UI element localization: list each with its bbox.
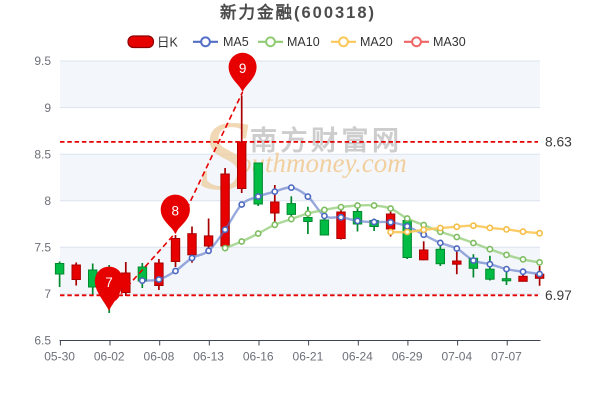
- svg-text:7.5: 7.5: [34, 241, 51, 255]
- svg-text:06-21: 06-21: [293, 350, 324, 364]
- svg-text:06-13: 06-13: [193, 350, 224, 364]
- svg-text:9.5: 9.5: [34, 54, 51, 68]
- svg-text:06-16: 06-16: [243, 350, 274, 364]
- svg-text:MA20: MA20: [360, 35, 393, 49]
- svg-text:07-07: 07-07: [491, 350, 522, 364]
- svg-text:9: 9: [239, 61, 247, 76]
- svg-text:新力金融(600318): 新力金融(600318): [220, 2, 376, 22]
- svg-text:MA30: MA30: [433, 35, 466, 49]
- svg-text:07-04: 07-04: [441, 350, 472, 364]
- svg-text:6.5: 6.5: [34, 334, 51, 348]
- svg-text:06-02: 06-02: [94, 350, 125, 364]
- svg-text:7: 7: [44, 287, 51, 301]
- svg-text:06-29: 06-29: [392, 350, 423, 364]
- svg-text:南方财富网: 南方财富网: [250, 125, 403, 156]
- svg-text:7: 7: [105, 275, 113, 290]
- svg-text:8.63: 8.63: [545, 134, 572, 149]
- svg-text:06-08: 06-08: [144, 350, 175, 364]
- svg-text:日K: 日K: [157, 36, 179, 50]
- svg-text:MA5: MA5: [223, 35, 249, 49]
- svg-text:MA10: MA10: [287, 35, 320, 49]
- svg-text:8.5: 8.5: [34, 147, 51, 161]
- svg-text:06-24: 06-24: [342, 350, 373, 364]
- svg-text:8: 8: [44, 194, 51, 208]
- svg-text:8: 8: [172, 204, 180, 219]
- svg-text:outhmoney.com: outhmoney.com: [238, 148, 407, 178]
- svg-text:05-30: 05-30: [44, 350, 75, 364]
- svg-text:9: 9: [44, 101, 51, 115]
- svg-text:6.97: 6.97: [545, 288, 572, 303]
